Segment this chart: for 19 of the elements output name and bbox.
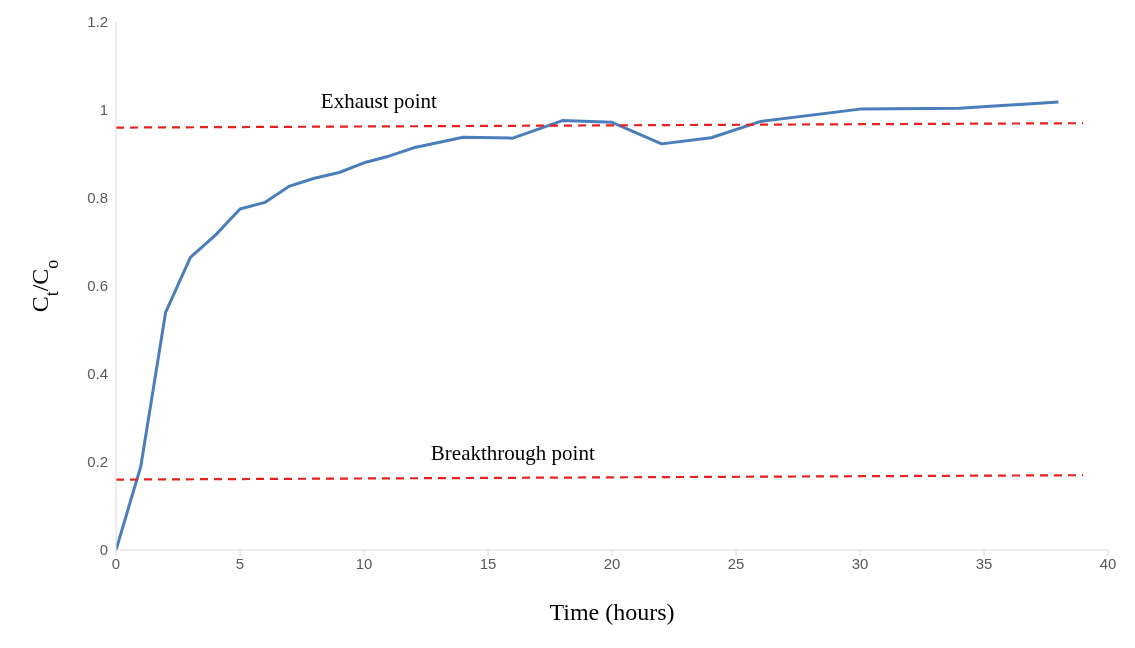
x-tick-label: 5 (235, 554, 245, 572)
annotation: Exhaust point (320, 89, 438, 114)
annotation: Breakthrough point (430, 440, 595, 465)
y-tick-label: 1 (99, 101, 108, 119)
y-tick-label: 0.8 (87, 189, 108, 207)
x-tick-label: 0 (111, 554, 121, 572)
y-tick-label: 0.6 (87, 277, 108, 295)
y-tick-label: 0 (99, 541, 108, 559)
x-tick-label: 35 (975, 554, 993, 572)
x-tick-label: 20 (603, 554, 621, 572)
y-tick-label: 0.2 (87, 453, 108, 471)
x-tick-label: 15 (479, 554, 497, 572)
x-tick-label: 30 (851, 554, 869, 572)
x-tick-label: 10 (355, 554, 373, 572)
x-tick-label: 40 (1099, 554, 1117, 572)
x-axis-title: Time (hours) (549, 599, 675, 625)
y-tick-label: 0.4 (87, 365, 108, 383)
y-tick-label: 1.2 (87, 13, 108, 31)
x-tick-label: 25 (727, 554, 745, 572)
